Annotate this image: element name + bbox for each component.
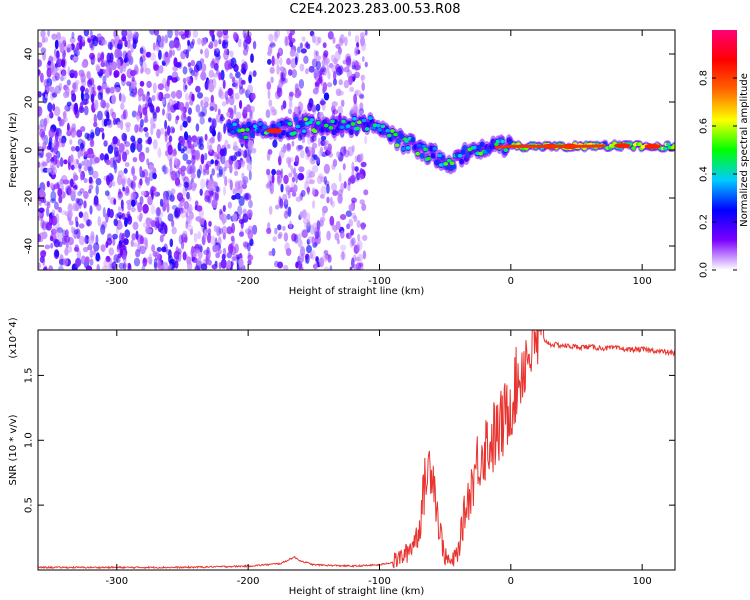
snr-multiplier: (x10^4) <box>8 317 19 358</box>
spectrogram-x-tick-label: 100 <box>633 276 652 287</box>
signal-ridge-core <box>229 116 675 167</box>
snr-y-tick-label: 1.0 <box>24 432 35 448</box>
colorbar-tick-label: 0.6 <box>699 118 710 134</box>
colorbar: 0.0 0.2 0.4 0.6 0.8 Normalized spectral ampl… <box>699 30 750 278</box>
snr-x-tick-label: -200 <box>237 576 260 587</box>
noise-speckle <box>38 30 369 270</box>
spectrogram-y-tick-label: 0 <box>24 147 35 153</box>
colorbar-tick-label: 0.4 <box>699 166 710 182</box>
spectrogram-x-tick-label: 0 <box>508 276 514 287</box>
snr-plot: -300 -200 -100 0 100 0.5 1.0 1.5 Height of stra… <box>8 317 676 597</box>
colorbar-tick-label: 0.0 <box>699 262 710 278</box>
colorbar-scale <box>712 30 737 270</box>
spectrogram-y-tick-label: -20 <box>24 190 35 206</box>
snr-x-label: Height of straight line (km) <box>289 586 425 597</box>
snr-x-tick-label: 100 <box>633 576 652 587</box>
spectrogram-x-tick-label: -300 <box>105 276 128 287</box>
snr-y-tick-label: 0.5 <box>24 497 35 513</box>
snr-x-tick-label: -100 <box>368 576 391 587</box>
colorbar-tick-label: 0.2 <box>699 214 710 230</box>
colorbar-tick-label: 0.8 <box>699 70 710 86</box>
spectrogram-y-tick-label: 20 <box>24 96 35 109</box>
snr-y-tick-label: 1.5 <box>24 367 35 383</box>
spectrogram-x-label: Height of straight line (km) <box>289 286 425 297</box>
snr-frame <box>37 329 676 571</box>
spectrogram-y-tick-label: -40 <box>24 238 35 254</box>
figure-title: C2E4.2023.283.00.53.R08 <box>289 2 461 17</box>
snr-y-label: SNR (10 * v/v) <box>8 414 19 485</box>
snr-line <box>38 330 675 570</box>
spectrogram-y-label: Frequency (Hz) <box>8 112 19 188</box>
spectrogram-x-tick-label: -100 <box>368 276 391 287</box>
spectrogram-y-tick-label: 40 <box>24 48 35 61</box>
spectrogram-x-tick-label: -200 <box>237 276 260 287</box>
colorbar-label: Normalized spectral amplitude <box>739 73 750 227</box>
snr-x-tick-label: -300 <box>105 576 128 587</box>
snr-x-tick-label: 0 <box>508 576 514 587</box>
